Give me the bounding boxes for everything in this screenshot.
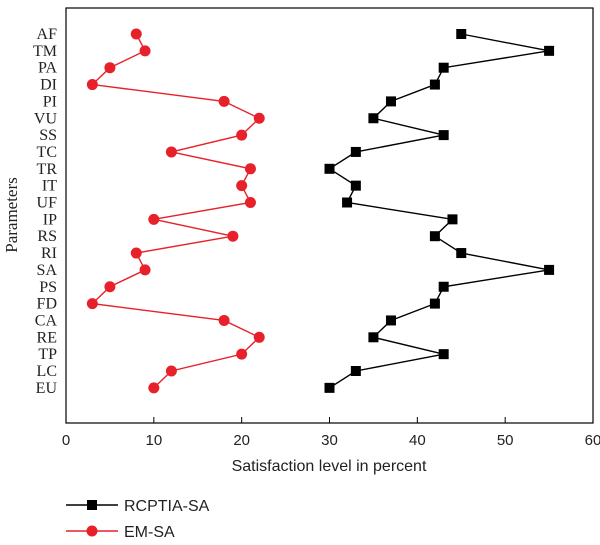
legend: RCPTIA-SA EM-SA [66, 498, 210, 541]
data-point [342, 197, 353, 208]
x-tick-label: 0 [62, 432, 70, 449]
data-point [104, 62, 116, 74]
data-point [368, 332, 379, 343]
data-point [130, 28, 142, 40]
data-point [438, 281, 449, 292]
x-tick-label: 60 [585, 432, 600, 449]
y-category-labels: AFTMPADIPIVUSSTCTRITUFIPRSRISAPSFDCARETP… [33, 26, 57, 397]
data-point [350, 146, 361, 157]
series-rcptia-sa [324, 29, 555, 393]
y-category-label: PI [43, 93, 57, 110]
data-point [218, 95, 230, 107]
data-point [385, 96, 396, 107]
data-point [429, 298, 440, 309]
data-point [253, 112, 265, 124]
x-tick-label: 50 [497, 432, 514, 449]
y-category-label: FD [37, 296, 57, 313]
data-point [165, 146, 177, 158]
data-point [456, 29, 467, 39]
x-axis-ticks: 0 10 20 30 40 50 60 [62, 417, 600, 449]
data-point [244, 163, 256, 175]
y-category-label: LC [37, 363, 57, 380]
series-layer [86, 28, 555, 394]
data-point [429, 79, 440, 90]
y-category-label: PS [39, 279, 57, 296]
y-category-label: CA [35, 312, 58, 329]
x-tick-label: 40 [409, 432, 426, 449]
y-category-label: EU [36, 380, 58, 397]
data-point [236, 180, 248, 192]
data-point [86, 298, 98, 310]
y-category-label: TM [33, 43, 57, 60]
legend-marker [87, 500, 97, 510]
data-point [438, 130, 449, 141]
data-point [438, 62, 449, 73]
y-category-label: UF [37, 195, 58, 212]
y-category-label: IT [42, 178, 57, 195]
data-point [148, 382, 160, 394]
legend-marker [86, 525, 98, 537]
y-category-label: SS [39, 127, 57, 144]
data-point [544, 45, 555, 56]
y-category-label: IP [43, 211, 57, 228]
data-point [86, 79, 98, 91]
data-point [324, 163, 335, 174]
x-tick-label: 30 [321, 432, 338, 449]
y-category-label: TP [38, 346, 57, 363]
data-point [227, 230, 239, 242]
data-point [236, 129, 248, 141]
data-point [104, 281, 116, 293]
data-point [218, 314, 230, 326]
x-axis-title: Satisfaction level in percent [232, 458, 427, 475]
y-category-label: TC [37, 144, 57, 161]
y-category-label: RI [41, 245, 57, 262]
series-line [328, 33, 550, 389]
data-point [368, 113, 379, 124]
data-point [385, 315, 396, 326]
legend-item: EM-SA [66, 524, 175, 541]
data-point [244, 197, 256, 208]
data-point [130, 247, 142, 259]
series-em-sa [86, 28, 265, 394]
y-category-label: RE [37, 329, 57, 346]
data-point [350, 366, 361, 376]
data-point [139, 45, 151, 57]
x-tick-label: 10 [145, 432, 162, 449]
data-point [429, 231, 440, 242]
y-category-label: TR [37, 161, 58, 178]
y-category-label: AF [37, 26, 58, 43]
y-axis-title: Parameters [2, 177, 21, 253]
legend-label: EM-SA [124, 524, 175, 541]
y-category-label: SA [37, 262, 58, 279]
legend-item: RCPTIA-SA [66, 498, 210, 515]
data-point [438, 349, 449, 360]
y-category-label: RS [37, 228, 57, 245]
y-category-label: VU [34, 110, 58, 127]
legend-label: RCPTIA-SA [124, 498, 210, 515]
data-point [544, 264, 555, 275]
y-category-label: DI [40, 77, 57, 94]
data-point [236, 348, 248, 360]
data-point [165, 365, 177, 377]
data-point [139, 264, 151, 276]
data-point [253, 331, 265, 343]
series-line [90, 33, 261, 389]
data-point [324, 382, 335, 393]
y-category-label: PA [38, 60, 57, 77]
x-tick-label: 20 [233, 432, 250, 449]
plot-frame [65, 7, 594, 424]
data-point [350, 180, 361, 191]
data-point [447, 214, 458, 225]
data-point [456, 248, 467, 259]
data-point [148, 213, 160, 225]
